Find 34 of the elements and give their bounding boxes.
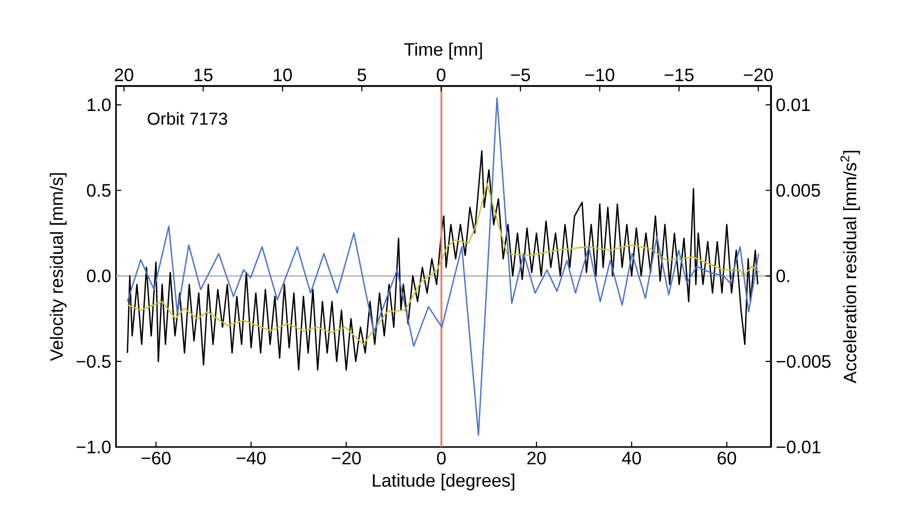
- x-axis-title: Latitude [degrees]: [372, 474, 514, 490]
- y2-tick-label: −0.005: [776, 355, 831, 368]
- x2-tick-label: 20: [114, 68, 134, 82]
- x2-tick-label: 0: [436, 68, 446, 82]
- x2-tick-label: −5: [511, 68, 530, 82]
- y2-tick-label: 0.: [776, 270, 790, 282]
- annotation: Orbit 7173: [148, 112, 228, 125]
- line-series: [126, 150, 758, 371]
- y-axis-title: Velocity residual [mm/s]: [50, 173, 67, 361]
- x-tick-label: 0: [437, 452, 446, 464]
- y2-tick-label: 0.005: [776, 184, 820, 197]
- x2-tick-label: 5: [358, 68, 366, 82]
- y2-axis-title: Acceleration residual [mm/s$^{2}$]: [840, 150, 860, 384]
- y2-tick-label: 0.01: [776, 98, 810, 112]
- y-tick-label: 0.0: [86, 270, 111, 282]
- line-series: [126, 97, 760, 436]
- x2-tick-label: 15: [194, 68, 212, 82]
- x-tick-label: −40: [236, 452, 266, 464]
- y2-tick-label: −0.01: [776, 440, 820, 454]
- y-tick-label: 1.0: [88, 98, 111, 112]
- x-tick-label: 60: [718, 452, 736, 464]
- x-tick-label: −20: [332, 452, 361, 464]
- x-tick-label: 40: [622, 452, 641, 464]
- x2-tick-label: −20: [744, 68, 773, 82]
- x-tick-label: 20: [527, 452, 546, 464]
- x2-tick-label: −10: [585, 68, 614, 82]
- x2-tick-label: 10: [274, 68, 292, 82]
- y-tick-label: 0.5: [86, 184, 111, 197]
- x2-tick-label: −15: [664, 68, 694, 82]
- x2-axis-title: Time [mn]: [404, 42, 482, 60]
- y-tick-label: −0.5: [76, 355, 111, 368]
- x-tick-label: −60: [142, 452, 171, 464]
- line-series: [126, 182, 761, 346]
- y-tick-label: −1.0: [76, 440, 111, 454]
